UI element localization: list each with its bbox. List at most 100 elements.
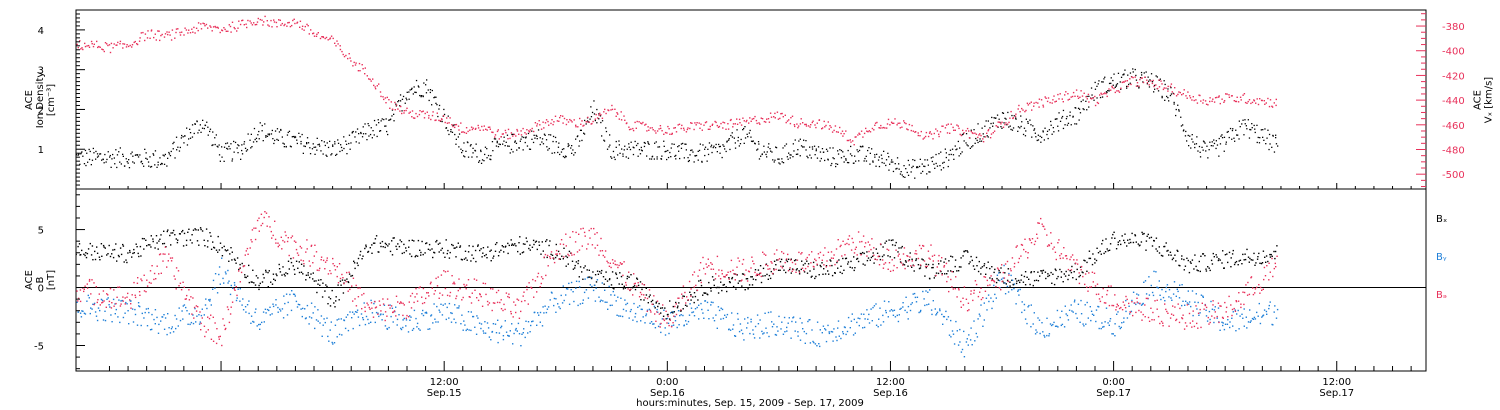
vx-series-point [636,120,638,123]
bx-series-point [1202,253,1205,255]
by-series-point [147,307,149,310]
vx-series-point [683,129,685,131]
by-series-point [1103,325,1105,328]
bx-series-point [574,264,576,267]
by-series-point [169,332,172,334]
density-series-point [1034,132,1036,134]
by-series-point [430,315,432,317]
density-series-point [908,164,910,166]
bz-series-point [459,288,461,290]
density-series-point [478,161,480,163]
vx-series-point [753,117,755,120]
bx-series-point [732,285,735,288]
density-series-point [557,151,559,154]
bx-series-point [1147,233,1149,236]
vx-series-point [591,122,593,125]
density-series-point [1275,137,1277,139]
by-series-point [192,314,194,316]
by-series-point [1214,306,1216,308]
bz-series-point [333,265,336,267]
vx-series-point [409,111,411,113]
by-series-point [425,311,427,313]
bx-series-point [329,305,332,307]
density-series-point [1148,86,1151,88]
density-series-point [514,141,516,143]
bx-series-point [804,262,806,265]
by-series-point [137,302,140,304]
by-series-point [297,303,300,306]
density-series-point [457,136,459,138]
density-series-point [351,132,353,134]
density-series-point [615,140,617,143]
bz-series-point [355,284,357,287]
density-series-point [1227,130,1229,133]
density-series-point [756,149,758,151]
bz-series-point [637,282,639,284]
density-series-point [199,124,201,126]
bx-series-point [1274,250,1277,253]
density-series-point [1267,129,1269,131]
bx-series-point [438,251,440,253]
density-series-point [724,148,726,150]
bz-series-point [169,257,172,259]
by-series-point [542,306,544,308]
bx-series-point [850,260,852,263]
bz-series-point [236,294,238,297]
density-series-point [276,128,279,130]
by-series-point [782,333,785,335]
bx-series-point [83,253,85,255]
by-series-point [354,311,357,313]
bx-series-point [375,235,378,237]
bz-series-point [640,293,643,296]
by-series-point [947,316,950,318]
by-series-point [93,302,96,305]
by-series-point [1209,318,1211,321]
bx-series-point [756,274,758,276]
by-series-point [1056,325,1058,327]
vx-series-point [219,31,221,34]
bx-series-point [263,277,265,279]
vx-series-point [534,122,537,124]
density-series-point [1008,126,1010,128]
by-series-point [161,316,164,318]
bx-series-point [267,271,269,274]
density-series-point [832,157,834,159]
bx-series-point [163,230,165,232]
by-series-point [1123,317,1125,319]
by-series-point [1086,301,1088,304]
vx-series-point [1173,93,1175,95]
bz-series-point [120,303,122,305]
by-series-point [625,303,627,306]
bz-series-point [372,316,375,318]
by-series-point [121,299,123,302]
by-series-point [1019,288,1021,291]
vx-series-point [577,126,579,128]
bx-series-point [812,261,815,264]
density-series-point [1032,125,1034,127]
vx-series-point [1271,105,1273,107]
vx-series-point [77,46,79,49]
by-series-point [146,325,149,327]
by-series-point [79,312,82,314]
bx-series-point [752,278,755,280]
bz-series-point [164,246,167,248]
density-series-point [116,166,118,169]
vx-series-point [321,36,323,38]
vx-series-point [1094,104,1097,107]
vx-series-point [1265,102,1267,104]
bz-series-point [524,300,526,302]
bx-series-point [1079,274,1081,277]
by-series-point [538,314,540,316]
density-series-point [367,123,369,125]
vx-series-point [1142,81,1145,84]
by-series-point [1044,336,1046,338]
density-series-point [976,139,978,141]
by-series-point [892,314,895,316]
density-series-point [145,152,147,154]
bx-series-point [524,243,526,245]
by-series-point [141,312,143,315]
density-series-point [970,129,972,131]
density-series-point [80,153,82,155]
density-series-point [172,142,174,145]
density-series-point [746,133,748,135]
